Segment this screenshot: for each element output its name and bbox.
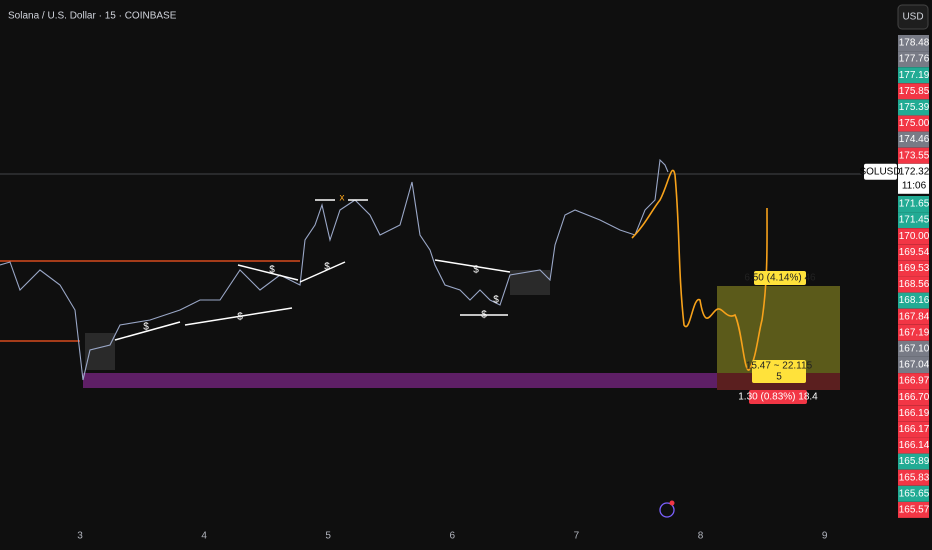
currency-label[interactable]: USD [902,12,923,23]
price-tag [898,485,929,502]
stop-label: 1.30 (0.83%) 18.4 [738,392,818,403]
price-label: 174.46 [899,134,930,145]
price-tag [898,163,929,194]
price-label: 167.84 [899,311,930,322]
price-label: 167.10 [899,344,930,355]
price-tag [898,389,929,406]
marker: $ [143,322,149,333]
price-label: 173.55 [899,150,930,161]
marker: $ [473,265,479,276]
currency-button[interactable] [897,4,929,30]
price-tag [898,373,929,390]
symbol-tag-label: SOLUSD [859,166,900,177]
price-label: 170.00 [899,231,930,242]
time-label: 5 [325,531,331,542]
time-label: 4 [201,531,207,542]
price-label: 166.17 [899,424,930,435]
time-label: 7 [574,531,580,542]
price-labels: 178.48 177.76 177.19 175.85 175.39 175.00 174.… [859,35,930,518]
price-tag [898,340,929,357]
price-label: 165.89 [899,456,930,467]
price-tag [898,421,929,438]
price-tag [898,501,929,518]
price-label: 166.14 [899,440,930,451]
marker: $ [237,312,243,323]
price-tag [898,292,929,309]
marker: $ [493,295,499,306]
price-label: 166.19 [899,408,930,419]
price-tag [898,196,929,212]
price-label: 165.83 [899,472,930,483]
price-tag [898,469,929,486]
replay-icon[interactable] [659,502,675,518]
price-label: 169.53 [899,263,930,274]
price-tag [898,453,929,470]
price-label: 175.85 [899,86,930,97]
price-tag [898,99,929,116]
projection-path [631,169,768,371]
price-tag [898,212,929,229]
target-tag [754,271,806,285]
countdown-label: 11:06 [902,180,927,191]
time-label: 3 [77,531,83,542]
trend-lines [114,199,511,341]
target-label: 6.50 (4.14%) 46 [744,273,816,284]
time-label: 6 [450,531,456,542]
price-label: 177.76 [899,54,930,65]
time-label: 9 [822,531,828,542]
price-tag [898,35,929,51]
symbol-title: Solana / U.S. Dollar · 15 · COINBASE [8,11,177,22]
price-label: 171.65 [899,199,930,210]
price-tag [898,308,929,325]
marker: x [340,193,345,204]
price-label: 178.48 [899,38,930,49]
price-label: 166.70 [899,392,930,403]
price-tag [898,260,929,277]
demand-zone [83,373,840,388]
price-tag [898,357,929,373]
price-tag [898,67,929,84]
markers: $ $ $ $ $ $ $ x [143,193,499,333]
price-label: 166.97 [899,376,930,387]
time-axis: 3 4 5 6 7 8 9 [77,531,828,542]
price-label: 167.04 [899,360,930,371]
price-label: 171.45 [899,215,930,226]
price-label: 172.32 [899,166,930,177]
price-label: 177.19 [899,70,930,81]
price-label: 165.57 [899,505,930,516]
stop-tag [749,390,807,404]
time-label: 8 [698,531,704,542]
marker: $ [269,265,275,276]
price-tag [898,115,929,132]
price-tag [898,437,929,454]
entry-sub-label: 5 [776,372,782,383]
price-tag [898,405,929,422]
entry-tag [752,360,806,383]
price-tag [898,131,929,148]
price-tag [898,244,929,261]
price-label: 165.65 [899,488,930,499]
marker: $ [324,262,330,273]
price-label: 175.39 [899,102,930,113]
price-tag [898,147,929,164]
price-tag [898,324,929,341]
price-label: 175.00 [899,118,930,129]
replay-dot [669,500,675,506]
price-label: 168.56 [899,279,930,290]
price-tag [898,83,929,100]
price-label: 169.54 [899,247,930,258]
symbol-tag [864,163,897,180]
price-tag [898,228,929,245]
entry-label: 15.47 ~ 22.115 [746,361,813,372]
marker: $ [481,310,487,321]
price-series [0,158,669,381]
price-label: 168.16 [899,295,930,306]
price-tag [898,276,929,293]
price-label: 167.19 [899,327,930,338]
price-tag [898,51,929,68]
profit-zone [717,286,840,373]
